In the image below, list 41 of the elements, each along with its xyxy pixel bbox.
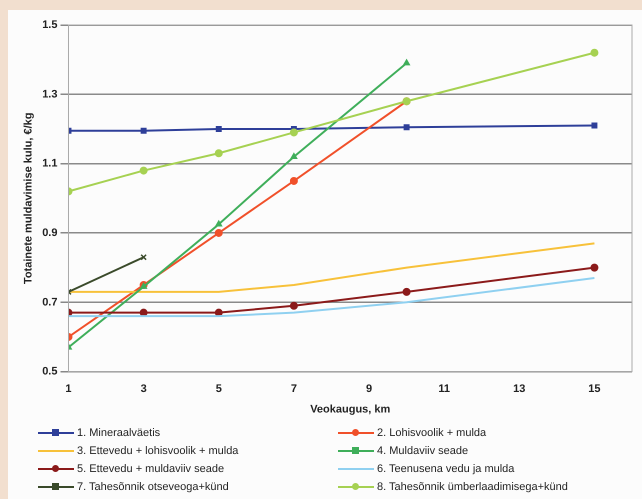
x-tick-label: 5 [216, 383, 222, 396]
point [403, 59, 410, 66]
point [290, 128, 298, 136]
x-tick-label: 15 [588, 383, 601, 396]
point [590, 264, 598, 272]
legend-label: 6. Teenusena vedu ja mulda [377, 463, 514, 475]
point [215, 220, 222, 227]
legend-label: 2. Lohisvoolik + mulda [377, 427, 486, 439]
legend-label: 5. Ettevedu + muldaviiv seade [77, 463, 224, 475]
x-axis-title: Veokaugus, km [310, 403, 391, 416]
y-tick-label: 0.7 [42, 296, 58, 308]
y-tick-label: 1.1 [42, 158, 58, 170]
y-tick-label: 1.5 [42, 19, 58, 32]
point [402, 288, 411, 296]
legend-label: 3. Ettevedu + lohisvoolik + mulda [77, 445, 238, 457]
point [590, 48, 598, 57]
point [140, 128, 147, 134]
y-tick-label: 0.5 [42, 366, 58, 378]
legend-label: 4. Muldaviiv seade [377, 445, 468, 457]
x-tick-label: 9 [366, 383, 372, 396]
point [216, 126, 222, 132]
x-tick-label: 11 [438, 383, 450, 396]
point [591, 122, 598, 128]
point [140, 254, 147, 260]
point [404, 124, 410, 130]
y-tick-label: 1.3 [42, 88, 58, 100]
legend-label: 1. Mineraalväetis [77, 427, 160, 439]
y-tick-label: 0.9 [42, 226, 58, 239]
x-tick-label: 1 [65, 383, 72, 396]
point [290, 152, 298, 159]
point [214, 228, 223, 237]
legend-label: 8. Tahesõnnik ümberlaadimisega+künd [377, 481, 568, 493]
point [290, 302, 298, 310]
legend-label: 7. Tahesõnnik otseveoga+künd [77, 481, 229, 493]
point [214, 149, 223, 158]
point [290, 176, 298, 185]
x-tick-label: 3 [140, 383, 147, 396]
x-tick-label: 13 [513, 383, 526, 396]
point [140, 166, 148, 175]
y-axis-title: Totainete muldavimise kulu, €/kg [22, 112, 35, 284]
x-tick-label: 7 [290, 383, 297, 396]
